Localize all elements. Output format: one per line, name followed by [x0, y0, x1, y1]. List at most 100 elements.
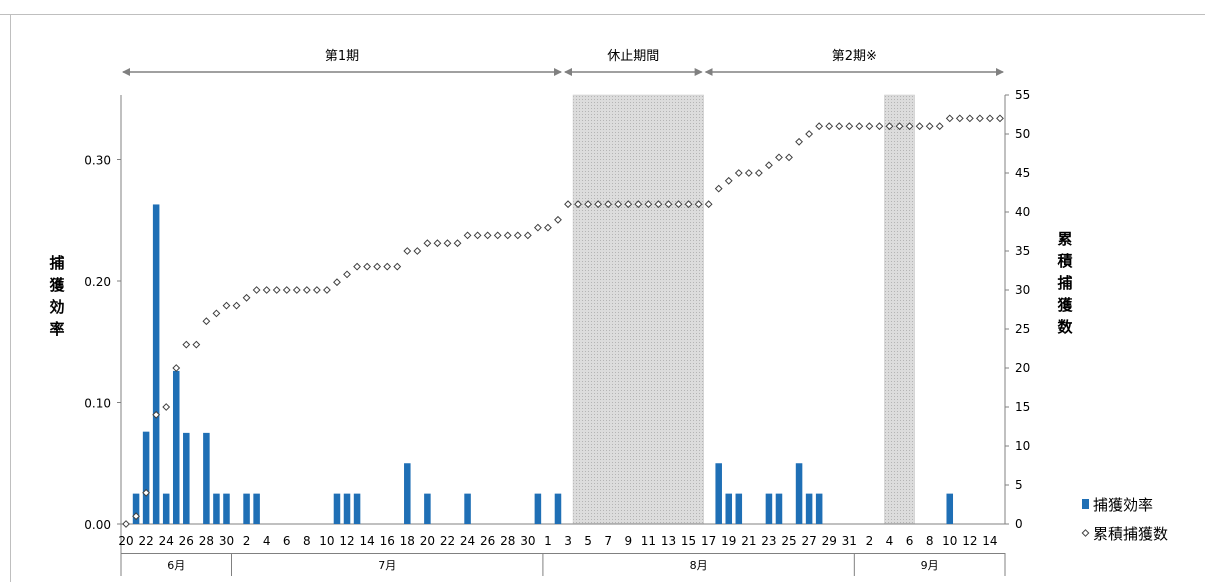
scatter-point	[694, 200, 703, 209]
scatter-point	[373, 262, 382, 271]
scatter-point	[323, 286, 331, 294]
bar	[534, 493, 542, 524]
bar	[183, 432, 190, 524]
x-tick-label: 24	[159, 534, 174, 548]
y-right-tick-label: 35	[1015, 244, 1030, 258]
y-right-title-char: 獲	[1057, 296, 1073, 314]
x-tick-label: 2	[866, 534, 874, 548]
scatter-point	[282, 286, 291, 294]
month-label: 8月	[690, 559, 708, 572]
scatter-point	[835, 122, 844, 131]
scatter-point	[544, 223, 552, 232]
scatter-point	[152, 410, 161, 419]
x-tick-label: 13	[661, 534, 676, 548]
y-left-title-char: 獲	[49, 276, 65, 294]
scatter-point	[724, 176, 733, 185]
y-right-title-char: 積	[1056, 252, 1073, 270]
y-left-tick-label: 0.30	[84, 154, 111, 168]
scatter-point	[262, 286, 271, 294]
x-tick-label: 22	[440, 534, 455, 548]
scatter-point	[915, 122, 924, 131]
x-tick-label: 27	[801, 534, 816, 548]
x-tick-label: 2	[243, 534, 251, 548]
bar	[805, 493, 813, 524]
scatter-point	[664, 200, 673, 209]
bar	[142, 431, 150, 524]
x-tick-label: 12	[339, 534, 354, 548]
scatter-point	[433, 239, 442, 248]
x-tick-label: 10	[942, 534, 957, 548]
scatter-point	[945, 114, 954, 123]
x-tick-label: 3	[564, 534, 572, 548]
bar	[343, 493, 351, 524]
x-tick-label: 14	[359, 534, 374, 548]
scatter-point	[423, 239, 432, 248]
bar	[223, 493, 230, 524]
y-right-tick-label: 5	[1015, 478, 1023, 492]
scatter-point	[554, 215, 562, 224]
bar	[353, 493, 361, 524]
x-tick-label: 23	[761, 534, 776, 548]
y-right-tick-label: 20	[1015, 361, 1030, 375]
bar	[253, 493, 260, 524]
scatter-point	[775, 153, 783, 162]
y-right-tick-label: 40	[1015, 205, 1030, 219]
y-right-tick-label: 25	[1015, 322, 1030, 336]
bar	[333, 493, 341, 524]
x-tick-label: 6	[283, 534, 291, 548]
x-tick-label: 16	[380, 534, 395, 548]
scatter-point	[574, 200, 582, 209]
x-tick-label: 22	[138, 534, 153, 548]
x-tick-label: 30	[520, 534, 535, 548]
x-tick-label: 4	[886, 534, 894, 548]
scatter-point	[343, 270, 351, 279]
scatter-point	[604, 200, 613, 209]
y-left-title-char: 捕	[49, 254, 64, 272]
x-tick-label: 11	[641, 534, 656, 548]
scatter-point	[473, 231, 482, 240]
scatter-point	[905, 122, 914, 131]
bar	[946, 493, 954, 524]
bar	[203, 432, 210, 524]
scatter-point	[363, 262, 372, 271]
x-tick-label: 17	[701, 534, 716, 548]
scatter-point	[122, 520, 130, 528]
scatter-point	[232, 301, 241, 310]
scatter-point	[815, 122, 824, 131]
month-label: 7月	[378, 559, 396, 572]
bar	[132, 493, 140, 524]
scatter-point	[795, 137, 803, 146]
scatter-point	[242, 293, 251, 302]
scatter-point	[845, 122, 854, 131]
scatter-point	[312, 286, 321, 294]
bar	[725, 493, 733, 524]
scatter-point	[684, 200, 693, 209]
scatter-point	[965, 114, 974, 123]
y-right-title-char: 数	[1057, 318, 1073, 336]
x-tick-label: 18	[400, 534, 415, 548]
x-tick-label: 31	[842, 534, 857, 548]
scatter-point	[142, 488, 151, 497]
scatter-point	[533, 223, 542, 232]
bar	[172, 370, 180, 524]
scatter-point	[986, 114, 994, 123]
legend-label-scatter: 累積捕獲数	[1093, 525, 1168, 543]
y-left-tick-label: 0.00	[84, 518, 111, 532]
scatter-point	[714, 184, 723, 193]
scatter-point	[996, 114, 1004, 123]
y-right-title-char: 累	[1057, 230, 1072, 248]
y-left-tick-label: 0.10	[84, 397, 111, 411]
scatter-point	[744, 169, 753, 177]
bar	[815, 493, 823, 524]
x-tick-label: 14	[982, 534, 997, 548]
period-label: 休止期間	[607, 49, 659, 64]
scatter-point	[513, 231, 522, 240]
x-tick-label: 8	[303, 534, 311, 548]
legend-label-bar: 捕獲効率	[1093, 496, 1153, 514]
scatter-point	[132, 512, 140, 521]
scatter-point	[654, 200, 663, 209]
bar	[243, 493, 250, 524]
scatter-point	[523, 231, 532, 240]
